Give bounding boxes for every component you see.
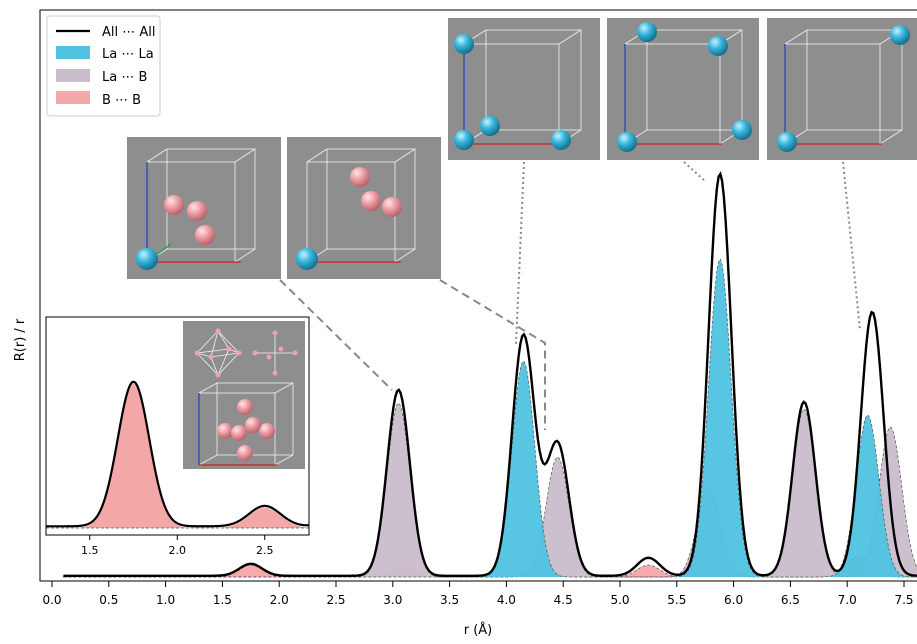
la-atom-icon bbox=[708, 36, 728, 56]
legend-label-la-b: La ⋯ B bbox=[102, 70, 147, 85]
x-tick-label: 5.5 bbox=[667, 593, 686, 607]
x-tick-label: 4.5 bbox=[554, 593, 573, 607]
inset-b-b-area bbox=[46, 383, 309, 528]
b-atom-icon bbox=[382, 197, 402, 217]
la-atom-icon bbox=[890, 25, 910, 45]
la-atom-icon bbox=[637, 22, 657, 42]
b-atom-icon bbox=[245, 417, 261, 433]
x-tick-label: 0.5 bbox=[99, 593, 118, 607]
panel-connectors bbox=[279, 161, 861, 430]
b-atom-icon bbox=[217, 423, 233, 439]
plot-frame bbox=[39, 9, 917, 582]
inset-x-tick-label: 1.5 bbox=[81, 544, 99, 557]
b-atom-icon bbox=[361, 191, 381, 211]
x-tick-label: 2.0 bbox=[270, 593, 289, 607]
la-atom-icon bbox=[617, 132, 637, 152]
legend-swatch-la-la bbox=[56, 46, 90, 59]
b-atom-icon bbox=[164, 195, 184, 215]
legend-label-all: All ⋯ All bbox=[102, 25, 156, 40]
legend: All ⋯ All La ⋯ La La ⋯ B B ⋯ B bbox=[46, 15, 161, 117]
b-atom-icon bbox=[350, 167, 370, 187]
la-atom-icon bbox=[296, 248, 318, 270]
x-tick-label: 7.5 bbox=[894, 593, 913, 607]
legend-label-la-la: La ⋯ La bbox=[102, 47, 154, 62]
all-all-line bbox=[63, 171, 917, 577]
octahedron-panel bbox=[183, 321, 305, 469]
b-atom-icon bbox=[259, 423, 275, 439]
b-atom-icon bbox=[237, 399, 253, 415]
la-atom-icon bbox=[136, 248, 158, 270]
x-tick-label: 5.0 bbox=[610, 593, 629, 607]
x-tick-label: 6.0 bbox=[724, 593, 743, 607]
x-tick-label: 1.5 bbox=[213, 593, 232, 607]
la-la-area bbox=[63, 259, 917, 577]
legend-label-b-b: B ⋯ B bbox=[102, 93, 141, 108]
la-atom-icon bbox=[480, 116, 500, 136]
la-atom-icon bbox=[732, 120, 752, 140]
b-atom-icon bbox=[195, 225, 215, 245]
b-atom-icon bbox=[231, 425, 247, 441]
b-atom-icon bbox=[237, 445, 253, 461]
la-atom-icon bbox=[454, 130, 474, 150]
structure-panel-lala-2 bbox=[607, 18, 759, 160]
y-axis-label: R(r) / r bbox=[13, 318, 28, 361]
x-tick-label: 0.0 bbox=[42, 593, 61, 607]
la-atom-icon bbox=[551, 130, 571, 150]
x-tick-label: 6.5 bbox=[781, 593, 800, 607]
x-axis-label: r (Å) bbox=[464, 622, 493, 638]
inset-x-tick-label: 2.0 bbox=[169, 544, 187, 557]
inset-x-tick-label: 2.5 bbox=[256, 544, 274, 557]
structure-panel-lala-3 bbox=[767, 18, 917, 160]
b-atom-icon bbox=[187, 201, 207, 221]
x-tick-label: 3.5 bbox=[440, 593, 459, 607]
structure-panel-bb-2 bbox=[287, 137, 441, 279]
la-atom-icon bbox=[777, 132, 797, 152]
x-tick-label: 1.0 bbox=[156, 593, 175, 607]
structure-panel-bb-1 bbox=[127, 137, 281, 279]
inset-all-line bbox=[46, 380, 309, 528]
la-la-area-outline bbox=[63, 258, 917, 578]
x-tick-label: 4.0 bbox=[497, 593, 516, 607]
x-tick-label: 3.0 bbox=[383, 593, 402, 607]
legend-swatch-la-b bbox=[56, 69, 90, 82]
x-tick-label: 2.5 bbox=[326, 593, 345, 607]
structure-panel-lala-1 bbox=[448, 18, 600, 160]
la-atom-icon bbox=[454, 34, 474, 54]
legend-swatch-b-b bbox=[56, 91, 90, 104]
inset-chart: 1.5 2.0 2.5 bbox=[45, 316, 310, 557]
x-tick-label: 7.0 bbox=[838, 593, 857, 607]
